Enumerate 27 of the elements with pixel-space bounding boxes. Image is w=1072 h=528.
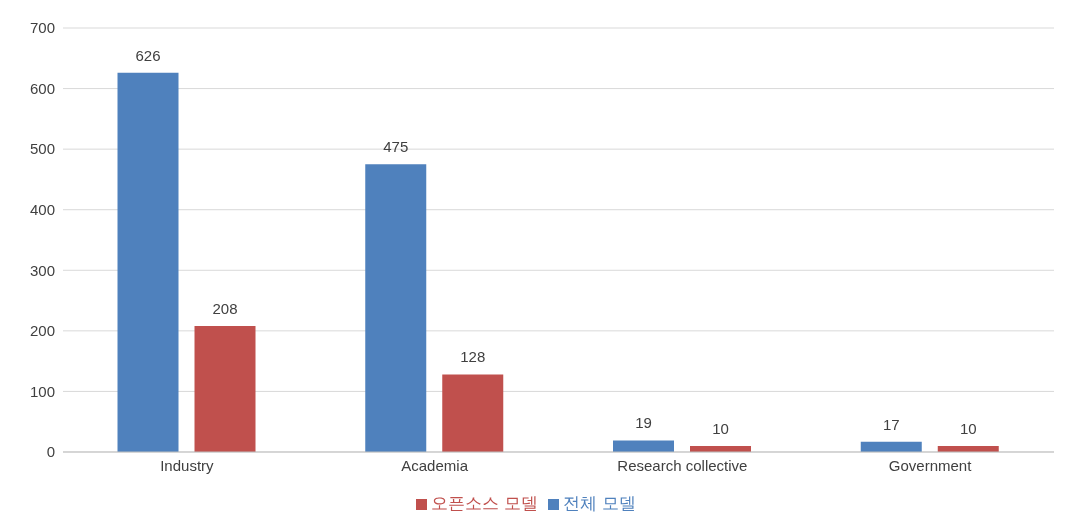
x-tick-label: Academia: [401, 456, 469, 474]
data-label: 626: [135, 46, 161, 64]
data-label: 128: [460, 348, 486, 366]
data-label: 19: [635, 414, 652, 432]
x-tick-label: Government: [888, 456, 973, 474]
legend-label: 전체 모델: [563, 494, 636, 513]
y-tick-label: 0: [46, 443, 55, 461]
bar: [194, 326, 256, 452]
x-tick-label: Industry: [160, 456, 215, 474]
y-tick-label: 500: [29, 140, 55, 158]
data-label: 10: [712, 419, 729, 437]
y-tick-label: 300: [29, 261, 55, 279]
x-tick-label: Research collective: [617, 456, 748, 474]
legend-label: 오픈소스 모델: [431, 494, 538, 513]
data-label: 208: [212, 300, 238, 318]
y-tick-label: 700: [29, 19, 55, 37]
y-tick-label: 400: [29, 201, 55, 219]
y-tick-label: 100: [29, 382, 55, 400]
data-label: 17: [882, 415, 900, 433]
bar: [613, 440, 675, 452]
bar: [442, 374, 504, 452]
bar: [365, 164, 427, 452]
data-label: 475: [383, 138, 409, 156]
y-tick-label: 600: [29, 79, 55, 97]
y-tick-label: 200: [29, 322, 55, 340]
bar: [117, 72, 179, 452]
data-label: 10: [959, 419, 977, 437]
